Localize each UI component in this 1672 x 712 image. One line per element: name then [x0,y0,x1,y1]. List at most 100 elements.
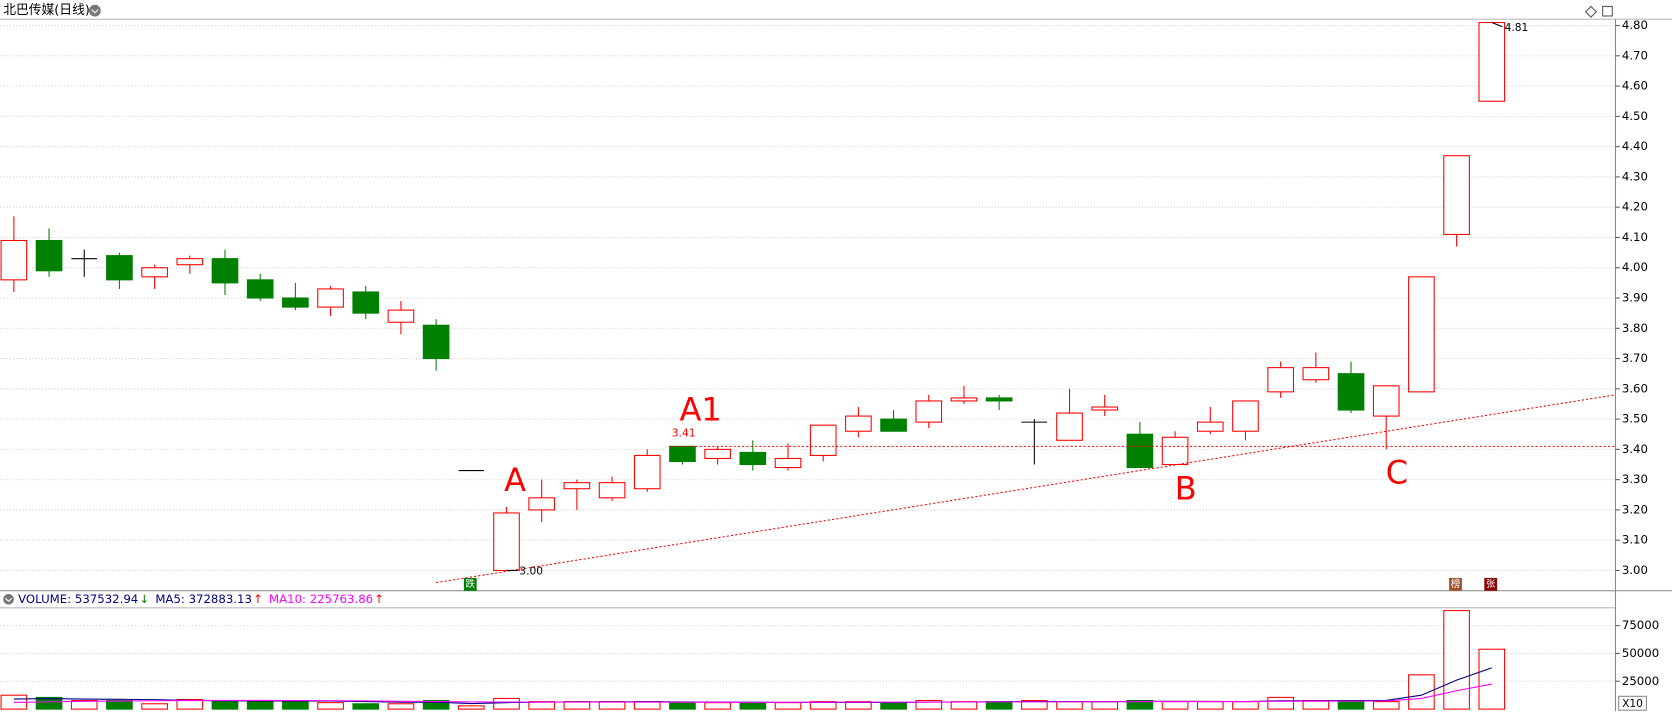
y-tick-label: 50000 [1622,646,1659,660]
volume-bar [1056,701,1083,710]
chart-title: 北巴传媒(日线) [3,3,90,18]
volume-bar [211,700,239,710]
volume-bar [282,700,309,710]
low-label: 3.00 [519,565,543,578]
volume-bar [1443,610,1470,710]
y-tick-label: 4.10 [1622,230,1648,244]
badge-box [463,577,477,591]
candle-body [422,324,450,360]
candle-body [317,288,344,308]
candle-body [282,297,309,308]
y-tick-label: 3.20 [1622,502,1648,516]
candle-body [211,258,239,284]
volume-bar [1232,701,1259,710]
candle-body [809,424,837,456]
trendline [436,394,1616,584]
volume-bar [704,702,731,710]
volume-bar [880,702,907,710]
volume-bar [1091,701,1119,710]
volume-bar [1196,701,1224,710]
volume-bar [1021,700,1048,710]
candle-body [141,267,168,278]
candle-body [880,418,907,432]
title-menu-arrow [91,9,99,14]
volume-bar [1126,700,1154,710]
candle-body [669,445,696,463]
y-tick-label: 4.20 [1622,200,1648,214]
badge: 跌 [465,578,475,590]
volume-bar [1161,701,1189,710]
candle-body [176,258,204,266]
volume-bar [739,702,767,710]
square-icon[interactable] [1602,5,1613,17]
volume-header: MA10: 225763.86 [269,592,373,606]
candle-body [106,255,133,281]
candle-body [1126,433,1154,469]
candle-body [528,497,556,511]
candle-body [1478,21,1506,102]
badge-box [1449,577,1462,591]
candle-body [950,397,978,402]
candle-body [915,400,943,423]
candle-body [1443,155,1470,235]
y-tick-label: 3.00 [1622,563,1648,577]
candle-body [1372,385,1400,417]
volume-bar [317,702,344,710]
candle-body [1337,373,1365,411]
candle-body [845,415,872,432]
candle-body [704,448,731,459]
volume-bar [387,703,415,710]
candle-body [493,512,520,572]
volume-bar [457,705,485,710]
candle-body [739,451,767,466]
volume-bar [176,699,204,710]
diamond-icon[interactable] [1584,5,1598,18]
volume-bar [598,701,626,710]
volume-bar [246,700,274,710]
y-tick-label: 3.50 [1622,412,1648,426]
y-tick-label: 25000 [1622,674,1659,688]
volume-bar [633,701,661,710]
volume-header-arrow: ↓ [139,592,149,606]
y-tick-label: 3.10 [1622,533,1648,547]
badge-box [1484,577,1498,591]
candle-body [633,454,661,490]
volume-bar [141,703,168,710]
candle-body [246,279,274,299]
volume-bar [563,701,591,710]
volume-bar [70,700,98,710]
volume-header: MA5: 372883.13 [155,592,252,606]
volume-bar [915,700,943,710]
y-tick-label: 3.70 [1622,351,1648,365]
y-tick-label: 3.80 [1622,321,1648,335]
volume-bar [1372,701,1400,710]
volume-header-arrow: ↑ [374,592,384,606]
title-menu[interactable] [89,4,101,17]
volume-bar [35,696,63,710]
y-tick-label: 3.90 [1622,291,1648,305]
y-tick-label: 4.80 [1622,18,1648,32]
y-tick-label: 4.30 [1622,169,1648,183]
candle-body [1091,406,1119,411]
volume-bar [1302,700,1330,710]
candle-body [1056,412,1083,441]
annotation: A [504,461,526,499]
candle-body [1267,367,1294,393]
candle-body [563,482,591,490]
volume-bar [950,701,978,710]
reference-label: 3.41 [672,427,696,440]
volume-bar [1408,674,1435,710]
candle-body [985,397,1013,402]
y-tick-label: 4.00 [1622,260,1648,274]
high-label: 4.81 [1505,21,1529,34]
y-tick-label: 3.60 [1622,381,1648,395]
volume-header: VOLUME: 537532.94 [18,592,138,606]
candle-body [35,239,63,272]
volume-menu[interactable] [3,593,14,605]
badge: 榜 [1451,578,1461,590]
badge: 张 [1486,579,1496,590]
volume-bar [493,697,520,710]
y-tick-label: 75000 [1622,618,1659,632]
y-tick-label: 4.60 [1622,79,1648,93]
